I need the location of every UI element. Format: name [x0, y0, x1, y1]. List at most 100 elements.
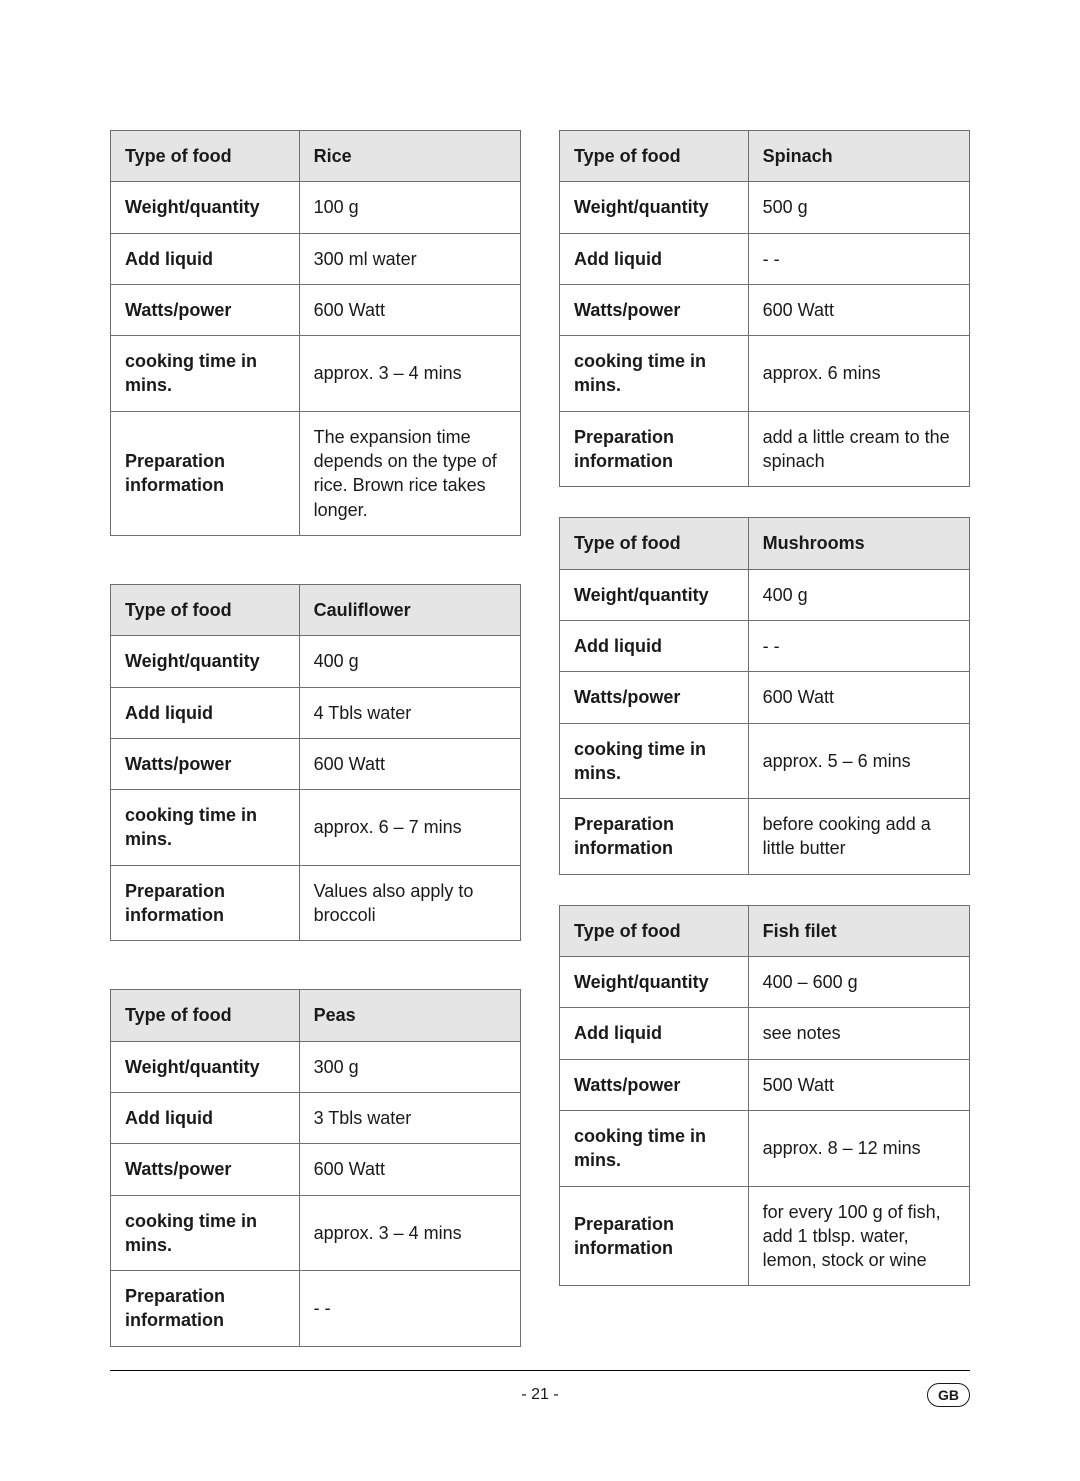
table-row: Weight/quantity 400 g — [560, 569, 970, 620]
row-value-time: approx. 3 – 4 mins — [299, 336, 520, 412]
row-label-type: Type of food — [560, 131, 749, 182]
table-row: Weight/quantity 300 g — [111, 1041, 521, 1092]
row-label-type: Type of food — [111, 131, 300, 182]
table-row: Preparation information before cooking a… — [560, 799, 970, 875]
row-value-weight: 300 g — [299, 1041, 520, 1092]
footer-divider — [110, 1370, 970, 1371]
table-row: Weight/quantity 400 – 600 g — [560, 957, 970, 1008]
row-value-prep: Values also apply to broccoli — [299, 865, 520, 941]
table-row: Watts/power 600 Watt — [560, 284, 970, 335]
row-label-type: Type of food — [111, 584, 300, 635]
row-value-type: Cauliflower — [299, 584, 520, 635]
row-label-weight: Weight/quantity — [111, 636, 300, 687]
row-value-liquid: - - — [748, 620, 969, 671]
table-row: Type of food Spinach — [560, 131, 970, 182]
table-row: Type of food Peas — [111, 990, 521, 1041]
row-label-prep: Preparation information — [111, 865, 300, 941]
row-value-time: approx. 3 – 4 mins — [299, 1195, 520, 1271]
row-label-weight: Weight/quantity — [111, 1041, 300, 1092]
table-row: Weight/quantity 400 g — [111, 636, 521, 687]
row-label-prep: Preparation information — [560, 799, 749, 875]
footer-row: - 21 - GB — [110, 1381, 970, 1409]
table-row: Add liquid 4 Tbls water — [111, 687, 521, 738]
row-label-weight: Weight/quantity — [560, 182, 749, 233]
row-label-time: cooking time in mins. — [560, 1110, 749, 1186]
table-peas: Type of food Peas Weight/quantity 300 g … — [110, 989, 521, 1346]
row-value-prep: - - — [299, 1271, 520, 1347]
table-row: Preparation information - - — [111, 1271, 521, 1347]
row-label-type: Type of food — [111, 990, 300, 1041]
row-value-type: Rice — [299, 131, 520, 182]
row-value-power: 600 Watt — [748, 672, 969, 723]
table-row: Preparation information Values also appl… — [111, 865, 521, 941]
row-value-prep: before cooking add a little butter — [748, 799, 969, 875]
row-label-time: cooking time in mins. — [111, 336, 300, 412]
row-value-liquid: 300 ml water — [299, 233, 520, 284]
row-label-liquid: Add liquid — [111, 687, 300, 738]
row-label-weight: Weight/quantity — [560, 569, 749, 620]
page: Type of food Rice Weight/quantity 100 g … — [0, 0, 1080, 1481]
table-mushrooms: Type of food Mushrooms Weight/quantity 4… — [559, 517, 970, 874]
row-label-prep: Preparation information — [560, 411, 749, 487]
right-column: Type of food Spinach Weight/quantity 500… — [559, 130, 970, 1347]
table-row: Watts/power 600 Watt — [560, 672, 970, 723]
table-row: Add liquid 3 Tbls water — [111, 1092, 521, 1143]
row-value-liquid: 4 Tbls water — [299, 687, 520, 738]
table-row: Type of food Rice — [111, 131, 521, 182]
row-label-time: cooking time in mins. — [560, 723, 749, 799]
row-value-weight: 100 g — [299, 182, 520, 233]
page-footer: - 21 - GB — [110, 1370, 970, 1409]
content-columns: Type of food Rice Weight/quantity 100 g … — [110, 130, 970, 1347]
table-row: Preparation information add a little cre… — [560, 411, 970, 487]
table-row: Add liquid - - — [560, 620, 970, 671]
row-value-liquid: see notes — [748, 1008, 969, 1059]
table-row: cooking time in mins. approx. 6 – 7 mins — [111, 790, 521, 866]
row-label-power: Watts/power — [111, 738, 300, 789]
table-row: Weight/quantity 500 g — [560, 182, 970, 233]
row-value-power: 600 Watt — [299, 1144, 520, 1195]
left-column: Type of food Rice Weight/quantity 100 g … — [110, 130, 521, 1347]
table-row: Watts/power 600 Watt — [111, 738, 521, 789]
row-label-liquid: Add liquid — [111, 233, 300, 284]
row-label-type: Type of food — [560, 518, 749, 569]
row-value-time: approx. 6 mins — [748, 336, 969, 412]
row-label-prep: Preparation information — [111, 1271, 300, 1347]
language-badge: GB — [927, 1383, 970, 1407]
table-row: Add liquid - - — [560, 233, 970, 284]
table-row: cooking time in mins. approx. 5 – 6 mins — [560, 723, 970, 799]
row-label-power: Watts/power — [111, 1144, 300, 1195]
row-label-power: Watts/power — [111, 284, 300, 335]
row-value-liquid: 3 Tbls water — [299, 1092, 520, 1143]
row-label-time: cooking time in mins. — [560, 336, 749, 412]
row-value-type: Mushrooms — [748, 518, 969, 569]
row-label-power: Watts/power — [560, 284, 749, 335]
row-value-type: Fish filet — [748, 905, 969, 956]
row-value-type: Spinach — [748, 131, 969, 182]
table-row: Type of food Cauliflower — [111, 584, 521, 635]
page-number: - 21 - — [521, 1386, 558, 1404]
table-cauliflower: Type of food Cauliflower Weight/quantity… — [110, 584, 521, 941]
row-value-power: 600 Watt — [299, 738, 520, 789]
row-value-power: 600 Watt — [748, 284, 969, 335]
table-row: Watts/power 600 Watt — [111, 1144, 521, 1195]
table-row: Weight/quantity 100 g — [111, 182, 521, 233]
row-value-prep: for every 100 g of fish, add 1 tblsp. wa… — [748, 1186, 969, 1286]
table-row: Add liquid see notes — [560, 1008, 970, 1059]
row-label-prep: Preparation information — [111, 411, 300, 535]
table-row: cooking time in mins. approx. 6 mins — [560, 336, 970, 412]
row-value-time: approx. 5 – 6 mins — [748, 723, 969, 799]
table-row: Preparation information for every 100 g … — [560, 1186, 970, 1286]
table-row: Preparation information The expansion ti… — [111, 411, 521, 535]
row-value-weight: 400 – 600 g — [748, 957, 969, 1008]
row-value-weight: 400 g — [748, 569, 969, 620]
row-value-prep: add a little cream to the spinach — [748, 411, 969, 487]
table-row: Watts/power 500 Watt — [560, 1059, 970, 1110]
table-row: cooking time in mins. approx. 8 – 12 min… — [560, 1110, 970, 1186]
row-value-time: approx. 6 – 7 mins — [299, 790, 520, 866]
row-label-liquid: Add liquid — [111, 1092, 300, 1143]
row-value-power: 500 Watt — [748, 1059, 969, 1110]
row-label-weight: Weight/quantity — [560, 957, 749, 1008]
row-label-weight: Weight/quantity — [111, 182, 300, 233]
table-row: cooking time in mins. approx. 3 – 4 mins — [111, 1195, 521, 1271]
table-row: Watts/power 600 Watt — [111, 284, 521, 335]
